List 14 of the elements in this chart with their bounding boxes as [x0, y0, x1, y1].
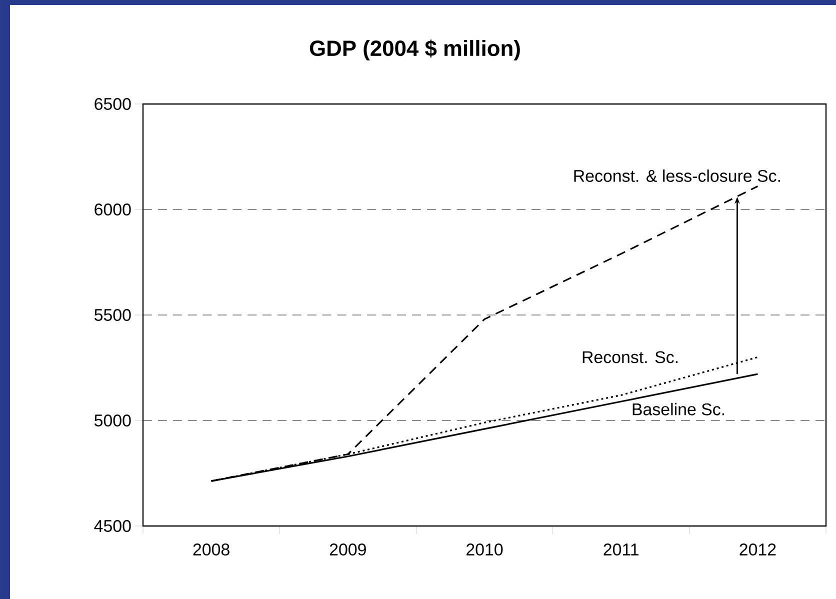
y-tick-label: 6000 — [94, 203, 131, 216]
series-label: Baseline Sc. — [632, 402, 724, 416]
x-tick-label: 2012 — [740, 544, 776, 556]
y-tick-label: 5000 — [94, 414, 131, 426]
x-tick-label: 2008 — [193, 544, 230, 556]
x-tick-label: 2011 — [604, 544, 638, 556]
series-label: Reconst. Sc. — [582, 351, 678, 364]
x-tick-label: 2010 — [466, 544, 503, 556]
series-label: Reconst. & less-closure Sc. — [574, 170, 780, 182]
x-tick-label: 2009 — [330, 544, 366, 556]
y-tick-label: 6500 — [94, 98, 131, 110]
y-tick-label: 5500 — [94, 308, 131, 321]
chart-title: GDP (2004 $ million) — [310, 40, 520, 60]
y-tick-label: 4500 — [94, 520, 131, 532]
